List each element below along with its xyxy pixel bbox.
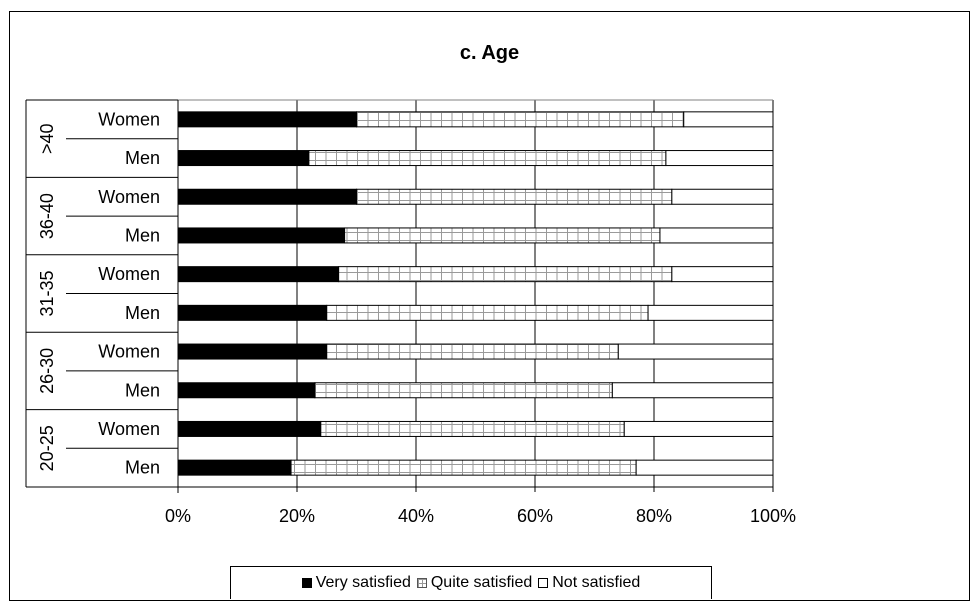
bar-not-satisfied — [671, 188, 774, 205]
x-axis: 0% 20% 40% 60% 80% 100% — [165, 487, 796, 526]
group-label: >40 — [37, 123, 57, 154]
bar-not-satisfied — [665, 150, 774, 167]
group-label: 31-35 — [37, 270, 57, 316]
bar-very-satisfied — [177, 343, 328, 360]
x-tick-label: 40% — [398, 506, 434, 526]
bar-not-satisfied — [623, 420, 774, 437]
category-label: Women — [98, 342, 160, 362]
bar-quite-satisfied — [356, 111, 685, 128]
bars — [177, 111, 774, 476]
bar-not-satisfied — [683, 111, 774, 128]
category-axis: >40 Women Men 36-40 Women Men 31-35 Women Men 26-… — [25, 99, 773, 493]
legend: Very satisfied Quite satisfied Not satis… — [230, 566, 712, 599]
x-tick-label: 20% — [279, 506, 315, 526]
category-label: Women — [98, 187, 160, 207]
group-label: 20-25 — [37, 425, 57, 471]
legend-item-quite-satisfied: Quite satisfied — [416, 574, 533, 592]
legend-swatch-quite-satisfied — [416, 578, 427, 588]
bar-quite-satisfied — [326, 343, 619, 360]
bar-quite-satisfied — [314, 382, 613, 399]
bar-very-satisfied — [177, 266, 340, 283]
x-tick-label: 60% — [517, 506, 553, 526]
legend-label-quite-satisfied: Quite satisfied — [430, 574, 533, 591]
category-label: Men — [125, 380, 160, 400]
legend-item-very-satisfied: Very satisfied — [301, 574, 411, 592]
category-label: Men — [125, 303, 160, 323]
category-label: Women — [98, 109, 160, 129]
bar-very-satisfied — [177, 382, 316, 399]
category-label: Men — [125, 225, 160, 245]
group-label: 26-30 — [37, 348, 57, 394]
category-label: Women — [98, 419, 160, 439]
legend-item-not-satisfied: Not satisfied — [538, 574, 640, 592]
legend-swatch-very-satisfied — [301, 578, 312, 588]
bar-not-satisfied — [671, 266, 774, 283]
legend-swatch-not-satisfied — [538, 578, 549, 588]
bar-quite-satisfied — [344, 227, 661, 244]
bar-not-satisfied — [659, 227, 774, 244]
chart-title: c. Age — [459, 42, 520, 64]
x-tick-label: 100% — [750, 506, 796, 526]
category-label: Women — [98, 264, 160, 284]
bar-quite-satisfied — [326, 304, 649, 321]
bar-not-satisfied — [635, 459, 774, 476]
bar-quite-satisfied — [308, 150, 667, 167]
group-label: 36-40 — [37, 193, 57, 239]
bar-very-satisfied — [177, 304, 328, 321]
bar-quite-satisfied — [356, 188, 673, 205]
bar-very-satisfied — [177, 111, 357, 128]
bar-very-satisfied — [177, 420, 322, 437]
x-tick-label: 0% — [165, 506, 191, 526]
bar-very-satisfied — [177, 150, 310, 167]
bar-very-satisfied — [177, 459, 292, 476]
x-tick-label: 80% — [636, 506, 672, 526]
legend-label-very-satisfied: Very satisfied — [315, 574, 411, 591]
bar-quite-satisfied — [338, 266, 673, 283]
bar-not-satisfied — [647, 304, 774, 321]
bar-quite-satisfied — [290, 459, 637, 476]
legend-label-not-satisfied: Not satisfied — [552, 574, 641, 591]
category-label: Men — [125, 148, 160, 168]
category-label: Men — [125, 458, 160, 478]
bar-quite-satisfied — [320, 420, 625, 437]
bar-not-satisfied — [611, 382, 774, 399]
bar-very-satisfied — [177, 188, 357, 205]
bar-very-satisfied — [177, 227, 346, 244]
bar-not-satisfied — [617, 343, 774, 360]
